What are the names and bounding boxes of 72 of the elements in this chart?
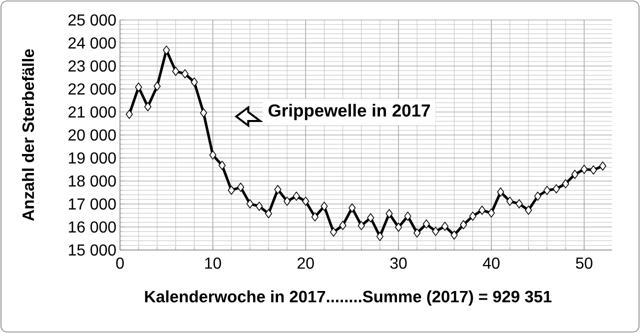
point: [394, 222, 402, 232]
point: [181, 69, 189, 78]
point: [348, 203, 356, 212]
point: [311, 212, 318, 222]
point: [284, 196, 291, 206]
point: [246, 199, 254, 208]
x-tick-label: 20: [298, 258, 314, 269]
point: [432, 226, 440, 236]
y-tick-label: 24 000: [68, 37, 116, 49]
point: [590, 165, 597, 175]
y-tick-label: 17 000: [68, 198, 116, 210]
point: [422, 219, 430, 229]
point: [358, 221, 365, 230]
point: [144, 102, 152, 112]
point: [497, 187, 504, 197]
x-tick-label: 10: [205, 258, 222, 269]
x-tick-label: 0: [116, 258, 124, 269]
y-tick-label: 25 000: [68, 14, 116, 26]
point: [404, 212, 412, 221]
point: [571, 170, 578, 179]
x-tick-label: 40: [482, 258, 500, 269]
point: [218, 160, 226, 170]
point: [580, 164, 588, 174]
point: [162, 46, 170, 55]
point: [478, 206, 486, 215]
point: [506, 196, 514, 206]
point: [450, 230, 458, 240]
y-tick-label: 16 000: [68, 221, 116, 233]
point: [126, 110, 133, 119]
point: [562, 179, 570, 188]
point: [414, 228, 421, 238]
point: [135, 82, 142, 92]
point: [320, 202, 328, 211]
point: [441, 222, 448, 231]
point: [460, 220, 468, 230]
point: [339, 220, 346, 230]
y-tick-label: 20 000: [68, 129, 116, 141]
annotation: Grippewelle in 2017: [268, 104, 430, 120]
point: [154, 82, 161, 91]
point: [524, 206, 532, 215]
point: [543, 186, 551, 196]
point: [292, 192, 300, 201]
point: [172, 66, 180, 76]
point: [552, 184, 560, 194]
x-tick-label: 30: [390, 258, 407, 269]
point: [469, 212, 476, 221]
point: [237, 182, 244, 192]
y-tick-label: 19 000: [68, 152, 116, 164]
point: [367, 213, 374, 222]
y-tick-label: 15 000: [68, 244, 116, 256]
x-tick-label: 50: [576, 258, 592, 269]
point: [534, 192, 542, 201]
point: [264, 209, 272, 218]
point: [200, 108, 208, 118]
point: [209, 150, 216, 160]
point: [488, 208, 495, 218]
point: [256, 202, 263, 211]
y-tick-label: 22 000: [68, 83, 116, 95]
point: [228, 186, 235, 195]
x-axis-title: Kalenderwoche in 2017........Summe (2017) = 929 351: [145, 290, 552, 306]
y-axis-title: Anzahl der Sterbefälle: [22, 49, 34, 221]
point: [516, 199, 523, 208]
point: [386, 209, 393, 218]
point: [274, 184, 282, 194]
point: [302, 196, 310, 206]
point: [376, 232, 384, 242]
y-tick-label: 18 000: [68, 175, 116, 187]
point: [599, 161, 606, 171]
y-tick-label: 21 000: [68, 106, 116, 118]
point: [330, 227, 338, 237]
y-tick-label: 23 000: [68, 60, 116, 72]
point: [190, 78, 198, 87]
